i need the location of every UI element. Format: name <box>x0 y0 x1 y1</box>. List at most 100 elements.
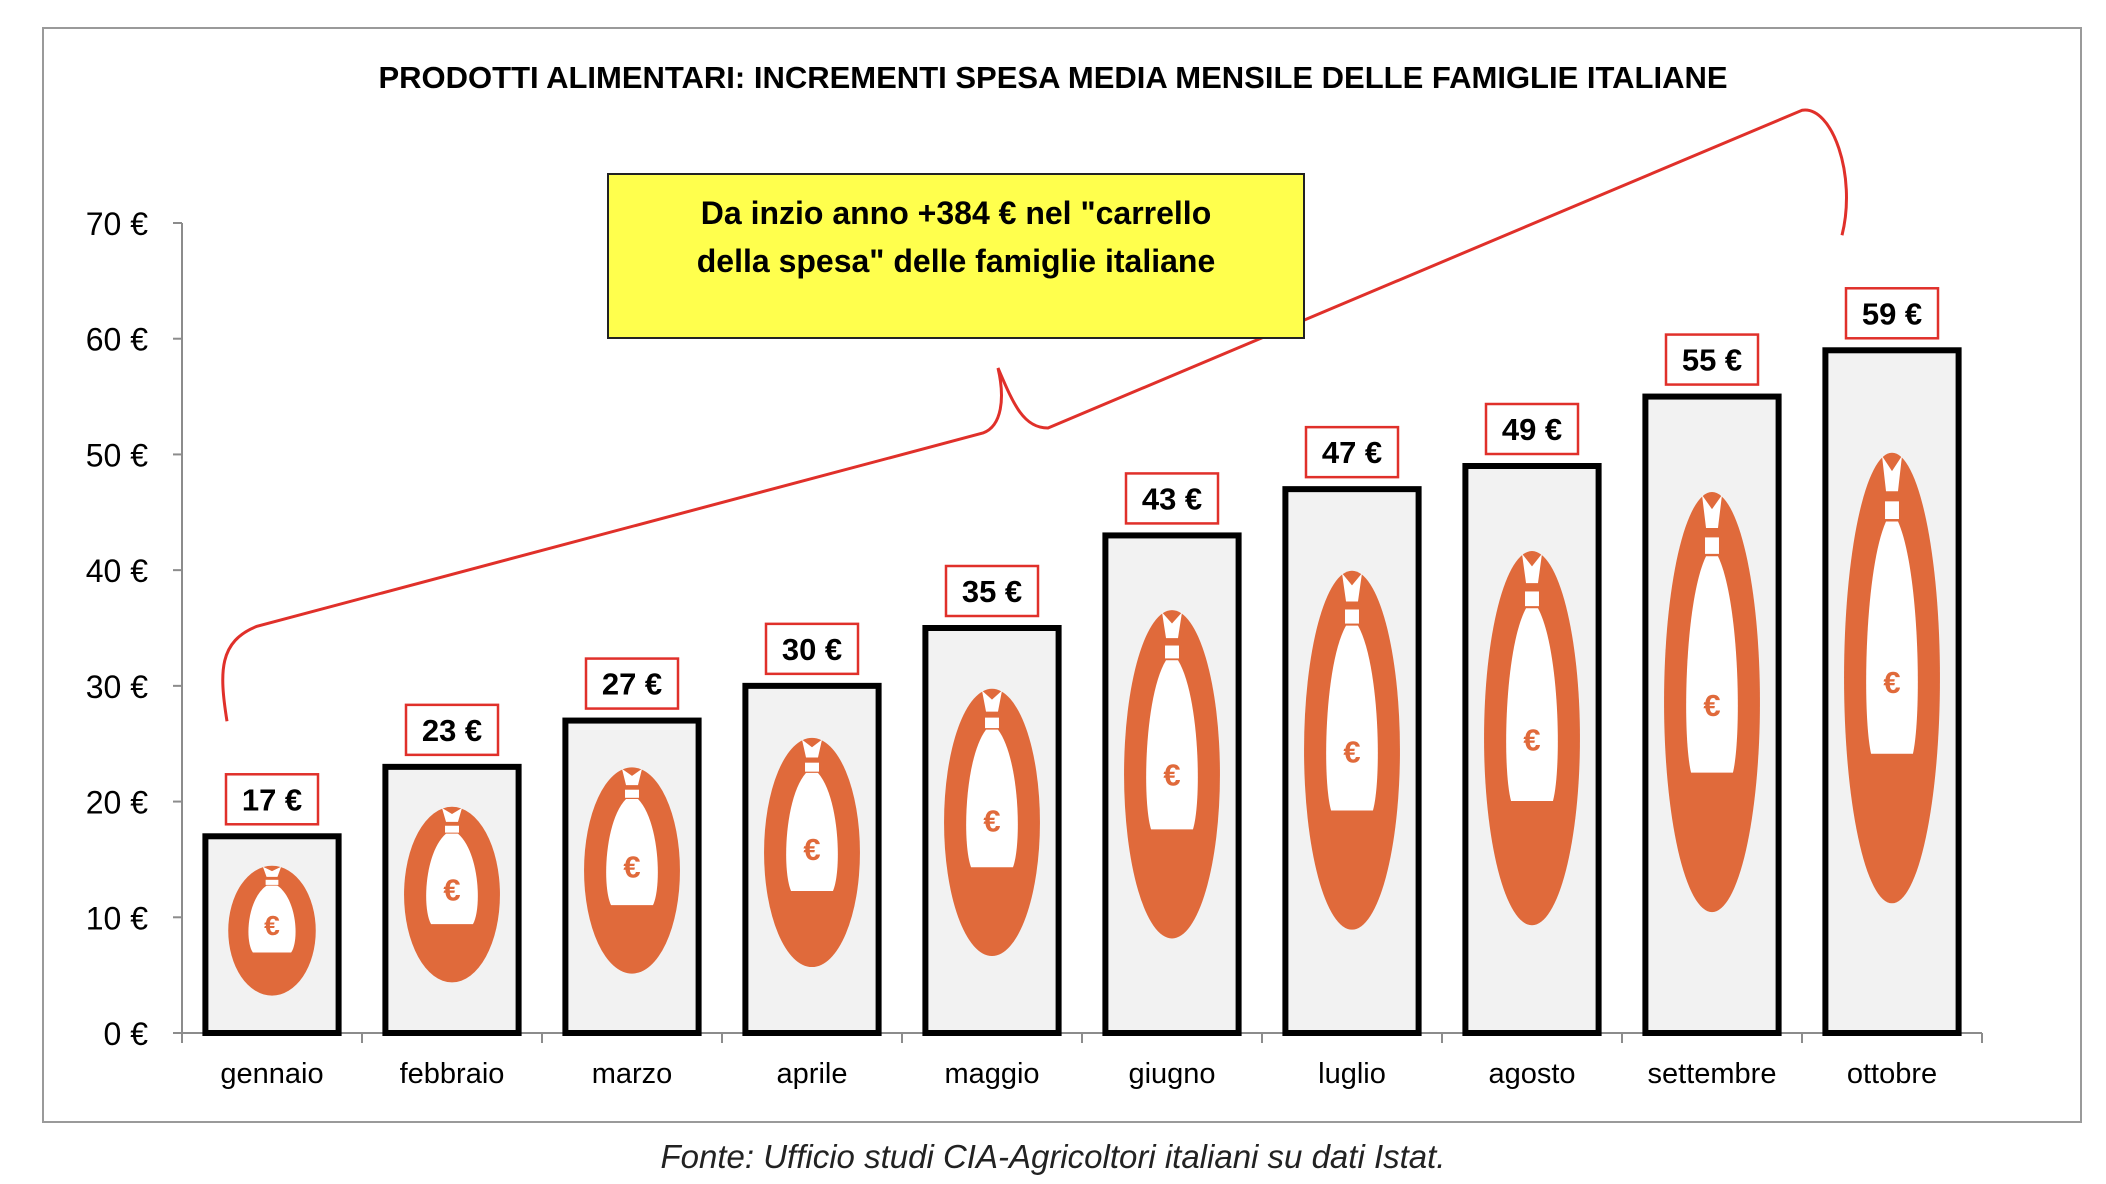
y-tick-label: 10 € <box>86 900 148 936</box>
bracket-path <box>221 108 1848 722</box>
bag-body <box>1866 521 1918 754</box>
data-label-box <box>1664 333 1760 386</box>
data-label: 59 € <box>1862 296 1922 331</box>
data-label: 35 € <box>962 574 1022 609</box>
y-tick-label: 60 € <box>86 322 148 358</box>
x-tick-label: ottobre <box>1847 1058 1937 1090</box>
bag-body <box>248 885 296 953</box>
data-label: 55 € <box>1682 343 1742 378</box>
bag-tie <box>1345 609 1359 624</box>
chart-title: PRODOTTI ALIMENTARI: INCREMENTI SPESA ME… <box>378 60 1727 95</box>
bag-tie <box>1525 591 1539 607</box>
y-tick-label: 30 € <box>86 669 148 705</box>
data-label-box <box>1484 402 1580 456</box>
bag-body <box>786 772 838 891</box>
bag-tie <box>805 762 819 772</box>
y-tick-label: 70 € <box>86 206 148 242</box>
bag-tie <box>265 879 279 885</box>
data-label: 27 € <box>602 667 662 702</box>
euro-symbol: € <box>1703 688 1720 723</box>
data-label: 23 € <box>422 713 482 748</box>
bar-group: €35 € <box>922 564 1062 1036</box>
money-bag-euro-icon: € <box>1304 570 1400 930</box>
x-tick-label: luglio <box>1318 1058 1386 1090</box>
bag-body <box>606 798 658 906</box>
money-bag-euro-icon: € <box>944 688 1040 957</box>
euro-symbol: € <box>1343 734 1360 769</box>
bar-group: €55 € <box>1642 333 1782 1037</box>
bag-top <box>802 739 822 758</box>
bag-top <box>982 690 1002 712</box>
euro-symbol: € <box>1523 723 1540 758</box>
x-tick-label: marzo <box>592 1058 673 1090</box>
data-label: 43 € <box>1142 481 1202 516</box>
x-tick-label: giugno <box>1128 1058 1215 1090</box>
bag-tie <box>1165 645 1179 659</box>
bag-top <box>1882 455 1902 492</box>
data-label: 49 € <box>1502 412 1562 447</box>
bag-top <box>262 866 282 877</box>
annotation-box <box>607 173 1305 339</box>
data-label-box <box>1124 472 1220 525</box>
euro-symbol: € <box>803 832 820 867</box>
x-axis: gennaio febbraio marzo aprile maggio giugno lu… <box>181 1032 1983 1090</box>
x-tick-label: agosto <box>1488 1058 1575 1090</box>
money-bag-euro-icon: € <box>228 865 316 996</box>
money-bag-euro-icon: € <box>584 767 680 974</box>
data-label: 47 € <box>1322 435 1382 470</box>
y-axis: 0 € 10 € 20 € 30 € 40 € 50 € 60 € 70 € <box>86 206 183 1052</box>
data-label: 17 € <box>242 782 302 817</box>
bag-top <box>1162 612 1182 639</box>
annotation-line-2: della spesa" delle famiglie italiane <box>697 243 1216 279</box>
source-note: Fonte: Ufficio studi CIA-Agricoltori ita… <box>660 1138 1446 1175</box>
bag-top <box>442 808 462 822</box>
bar-group: €27 € <box>562 657 702 1036</box>
y-tick-label: 20 € <box>86 785 148 821</box>
x-tick-label: febbraio <box>400 1058 505 1090</box>
annotation-line-1: Da inzio anno +384 € nel "carrello <box>701 195 1211 231</box>
bar-group: €30 € <box>742 622 882 1036</box>
money-bag-euro-icon: € <box>1844 452 1940 904</box>
bar-group: €47 € <box>1282 425 1422 1036</box>
data-label-box <box>404 703 500 757</box>
bag-body <box>426 833 478 925</box>
bag-body <box>966 729 1018 868</box>
data-label: 30 € <box>782 632 842 667</box>
data-label-box <box>944 564 1040 618</box>
bar-group: €17 € <box>202 773 342 1036</box>
bar-group: €49 € <box>1462 402 1602 1036</box>
bar-group: €23 € <box>382 703 522 1036</box>
bag-tie <box>1885 501 1899 520</box>
y-tick-label: 0 € <box>104 1016 149 1052</box>
y-tick-label: 40 € <box>86 553 148 589</box>
euro-symbol: € <box>264 909 280 941</box>
bag-body <box>1506 608 1558 802</box>
money-bag-euro-icon: € <box>404 806 500 983</box>
bag-tie <box>1705 537 1719 554</box>
euro-symbol: € <box>983 803 1000 838</box>
x-tick-label: aprile <box>777 1058 848 1090</box>
total-bracket <box>221 108 1848 722</box>
euro-symbol: € <box>1883 665 1900 700</box>
annotation-callout: Da inzio anno +384 € nel "carrello della… <box>607 173 1305 339</box>
data-label-box <box>224 773 320 826</box>
bag-top <box>622 768 642 786</box>
bag-top <box>1342 573 1362 602</box>
euro-symbol: € <box>443 873 460 908</box>
bag-tie <box>625 789 639 798</box>
bar-group: €59 € <box>1822 287 1962 1036</box>
euro-symbol: € <box>1163 757 1180 792</box>
x-tick-label: settembre <box>1648 1058 1777 1090</box>
money-bag-euro-icon: € <box>764 737 860 968</box>
bag-top <box>1522 553 1542 584</box>
bars: €17 €€23 €€27 €€30 €€35 €€43 €€47 €€49 €… <box>202 287 1962 1037</box>
money-bag-euro-icon: € <box>1484 551 1580 926</box>
bag-tie <box>985 717 999 729</box>
euro-symbol: € <box>623 849 640 884</box>
money-bag-euro-icon: € <box>1124 610 1220 939</box>
bar-group: €43 € <box>1102 472 1242 1037</box>
bag-body <box>1146 660 1198 830</box>
bag-body <box>1326 625 1378 811</box>
money-bag-euro-icon: € <box>1664 492 1760 913</box>
